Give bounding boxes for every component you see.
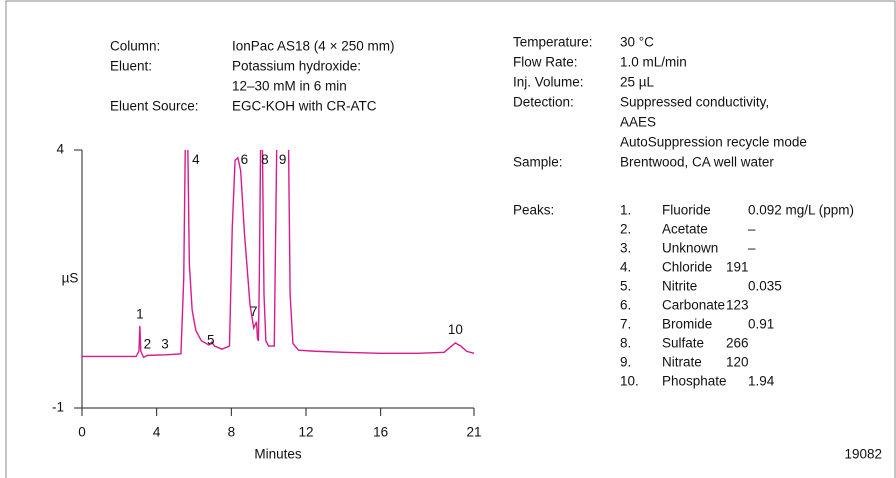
peak-number: 10. bbox=[620, 374, 639, 389]
peak-label: 6 bbox=[241, 152, 249, 167]
x-tick-label: 4 bbox=[153, 425, 161, 440]
peak-name: Nitrite bbox=[662, 279, 697, 294]
peak-value: 123 bbox=[726, 298, 749, 313]
x-tick-label: 0 bbox=[78, 425, 86, 440]
peak-label: 4 bbox=[192, 152, 200, 167]
peak-name: Phosphate bbox=[662, 374, 727, 389]
condition-label: Sample: bbox=[513, 155, 563, 170]
trace bbox=[82, 150, 475, 359]
peak-number: 9. bbox=[620, 355, 631, 370]
peak-number: 3. bbox=[620, 241, 631, 256]
condition-value: EGC-KOH with CR-ATC bbox=[232, 99, 377, 114]
condition-label: Eluent Source: bbox=[110, 99, 199, 114]
condition-value: 12–30 mM in 6 min bbox=[232, 79, 347, 94]
peak-value: 1.94 bbox=[748, 374, 775, 389]
x-tick-label: 12 bbox=[298, 425, 313, 440]
peak-value: 120 bbox=[726, 355, 749, 370]
peak-name: Nitrate bbox=[662, 355, 702, 370]
peak-label: 8 bbox=[261, 152, 269, 167]
peak-value: – bbox=[748, 241, 756, 256]
x-tick-label: 16 bbox=[373, 425, 388, 440]
condition-value: AAES bbox=[620, 115, 656, 130]
peak-number: 1. bbox=[620, 203, 631, 218]
condition-value: AutoSuppression recycle mode bbox=[620, 135, 807, 150]
peak-number: 5. bbox=[620, 279, 631, 294]
peak-value: 0.092 mg/L (ppm) bbox=[748, 203, 854, 218]
peak-name: Sulfate bbox=[662, 336, 704, 351]
condition-value: IonPac AS18 (4 × 250 mm) bbox=[232, 39, 394, 54]
peak-name: Chloride bbox=[662, 260, 712, 275]
condition-label: Flow Rate: bbox=[513, 55, 578, 70]
peak-value: 266 bbox=[726, 336, 749, 351]
condition-value: Suppressed conductivity, bbox=[620, 95, 769, 110]
peak-name: Acetate bbox=[662, 222, 708, 237]
y-tick-label: 4 bbox=[56, 142, 64, 157]
condition-label: Column: bbox=[110, 39, 160, 54]
peak-label: 10 bbox=[448, 322, 463, 337]
condition-label: Temperature: bbox=[513, 35, 593, 50]
peak-label: 5 bbox=[207, 332, 215, 347]
figure-id: 19082 bbox=[844, 447, 882, 462]
x-tick-label: 8 bbox=[228, 425, 236, 440]
peak-number: 4. bbox=[620, 260, 631, 275]
peak-value: 0.035 bbox=[748, 279, 782, 294]
peak-value: 0.91 bbox=[748, 317, 774, 332]
condition-label: Eluent: bbox=[110, 59, 152, 74]
peak-name: Fluoride bbox=[662, 203, 711, 218]
peak-number: 2. bbox=[620, 222, 631, 237]
frame bbox=[5, 0, 896, 478]
peak-label: 2 bbox=[144, 337, 152, 352]
condition-value: 25 µL bbox=[620, 75, 655, 90]
peak-name: Carbonate bbox=[662, 298, 725, 313]
peak-label: 7 bbox=[250, 304, 258, 319]
peak-name: Bromide bbox=[662, 317, 712, 332]
condition-value: Potassium hydroxide: bbox=[232, 59, 361, 74]
x-tick-label: 21 bbox=[466, 425, 481, 440]
condition-label: Inj. Volume: bbox=[513, 75, 584, 90]
condition-value: 30 °C bbox=[620, 35, 654, 50]
peak-number: 8. bbox=[620, 336, 631, 351]
peak-label: 9 bbox=[279, 152, 287, 167]
peaks-label: Peaks: bbox=[513, 203, 554, 218]
peak-label: 3 bbox=[161, 337, 169, 352]
condition-label: Detection: bbox=[513, 95, 574, 110]
peak-value: 191 bbox=[726, 260, 749, 275]
peak-number: 6. bbox=[620, 298, 631, 313]
peak-number: 7. bbox=[620, 317, 631, 332]
x-axis-label: Minutes bbox=[254, 447, 302, 462]
peak-label: 1 bbox=[136, 307, 144, 322]
peak-value: – bbox=[748, 222, 756, 237]
condition-value: Brentwood, CA well water bbox=[620, 155, 774, 170]
peak-name: Unknown bbox=[662, 241, 718, 256]
y-axis-label: µS bbox=[62, 271, 79, 286]
condition-value: 1.0 mL/min bbox=[620, 55, 687, 70]
y-tick-label: -1 bbox=[52, 400, 64, 415]
